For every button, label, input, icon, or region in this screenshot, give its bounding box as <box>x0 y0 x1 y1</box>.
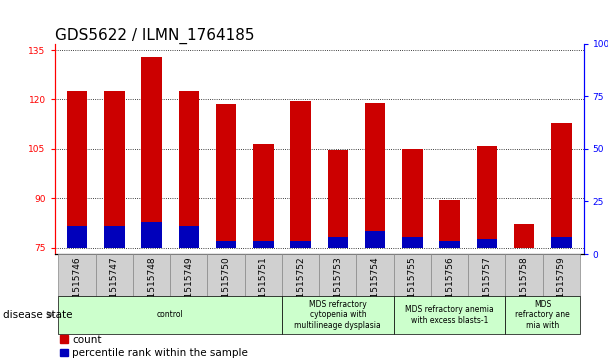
Bar <box>141 57 162 248</box>
Bar <box>291 241 311 248</box>
Bar <box>543 254 580 296</box>
Bar <box>253 241 274 248</box>
Bar <box>216 241 237 248</box>
Bar <box>67 227 88 248</box>
Bar <box>179 227 199 248</box>
Bar <box>244 254 282 296</box>
Bar <box>431 254 468 296</box>
Bar <box>319 254 356 296</box>
Bar <box>95 254 133 296</box>
Bar <box>394 296 505 334</box>
Text: GDS5622 / ILMN_1764185: GDS5622 / ILMN_1764185 <box>55 27 254 44</box>
Text: GSM1515757: GSM1515757 <box>482 256 491 317</box>
Text: GSM1515756: GSM1515756 <box>445 256 454 317</box>
Bar <box>58 296 282 334</box>
Bar <box>356 254 394 296</box>
Legend: count, percentile rank within the sample: count, percentile rank within the sample <box>60 335 248 358</box>
Bar <box>282 296 394 334</box>
Bar <box>179 91 199 248</box>
Bar <box>133 254 170 296</box>
Bar <box>440 241 460 248</box>
Bar <box>291 101 311 248</box>
Bar <box>282 254 319 296</box>
Bar <box>104 91 125 248</box>
Text: MDS refractory anemia
with excess blasts-1: MDS refractory anemia with excess blasts… <box>405 305 494 325</box>
Text: GSM1515746: GSM1515746 <box>72 256 81 317</box>
Bar <box>216 105 237 248</box>
Text: control: control <box>157 310 184 319</box>
Bar <box>505 254 543 296</box>
Text: GSM1515754: GSM1515754 <box>371 256 379 317</box>
Bar <box>58 254 95 296</box>
Text: GSM1515759: GSM1515759 <box>557 256 566 317</box>
Bar <box>477 239 497 248</box>
Bar <box>207 254 244 296</box>
Bar <box>468 254 505 296</box>
Bar <box>440 200 460 248</box>
Bar <box>253 144 274 248</box>
Text: GSM1515758: GSM1515758 <box>520 256 528 317</box>
Bar <box>104 227 125 248</box>
Bar <box>328 151 348 248</box>
Bar <box>365 231 385 248</box>
Bar <box>402 149 423 248</box>
Bar <box>67 91 88 248</box>
Bar <box>394 254 431 296</box>
Text: GSM1515751: GSM1515751 <box>259 256 268 317</box>
Bar <box>551 123 572 248</box>
Bar <box>551 237 572 248</box>
Bar <box>365 103 385 248</box>
Text: GSM1515748: GSM1515748 <box>147 256 156 317</box>
Bar <box>477 146 497 248</box>
Bar <box>328 237 348 248</box>
Bar <box>402 237 423 248</box>
Bar <box>170 254 207 296</box>
Text: GSM1515747: GSM1515747 <box>110 256 119 317</box>
Text: GSM1515752: GSM1515752 <box>296 256 305 317</box>
Text: MDS refractory
cytopenia with
multilineage dysplasia: MDS refractory cytopenia with multilinea… <box>294 300 381 330</box>
Text: MDS
refractory ane
mia with: MDS refractory ane mia with <box>516 300 570 330</box>
Text: GSM1515753: GSM1515753 <box>333 256 342 317</box>
Text: GSM1515750: GSM1515750 <box>221 256 230 317</box>
Text: disease state: disease state <box>3 310 72 320</box>
Bar <box>514 224 534 248</box>
Text: GSM1515755: GSM1515755 <box>408 256 417 317</box>
Bar <box>505 296 580 334</box>
Text: GSM1515749: GSM1515749 <box>184 256 193 317</box>
Bar <box>141 222 162 248</box>
